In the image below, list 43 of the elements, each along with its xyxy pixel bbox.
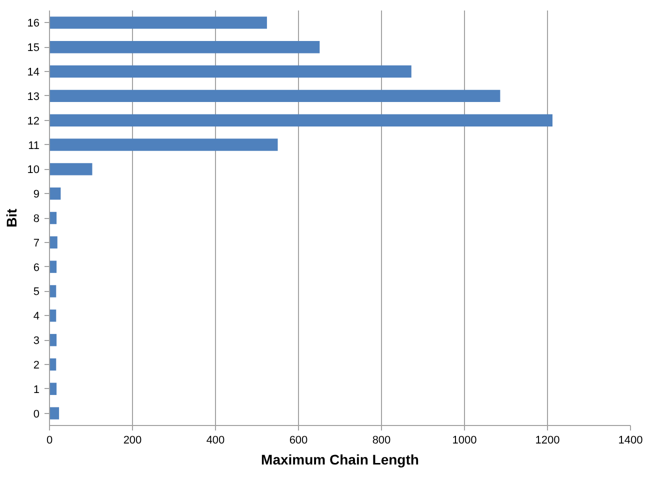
y-axis-title: Bit bbox=[3, 208, 20, 228]
y-tick-label: 13 bbox=[27, 90, 40, 103]
bar bbox=[50, 90, 500, 102]
y-tick-label: 9 bbox=[33, 188, 40, 201]
y-tick-label: 12 bbox=[27, 115, 40, 128]
y-tick-label: 0 bbox=[33, 408, 40, 420]
y-tick-label: 4 bbox=[33, 310, 40, 323]
y-tick-label: 10 bbox=[27, 164, 40, 176]
bar bbox=[50, 114, 552, 126]
y-tick-label: 8 bbox=[33, 213, 40, 225]
bar bbox=[50, 41, 320, 54]
bar bbox=[50, 285, 56, 298]
y-tick-label: 11 bbox=[28, 140, 40, 152]
x-tick-label: 800 bbox=[372, 434, 391, 446]
x-tick-label: 600 bbox=[289, 434, 308, 446]
x-tick-label: 1400 bbox=[618, 434, 643, 446]
y-tick-label: 5 bbox=[33, 286, 40, 298]
bar bbox=[50, 16, 267, 29]
bar bbox=[50, 382, 57, 395]
bar bbox=[50, 260, 57, 273]
x-tick-label: 400 bbox=[206, 434, 225, 446]
y-tick-label: 6 bbox=[33, 262, 40, 274]
bar bbox=[50, 163, 92, 176]
bar bbox=[50, 212, 57, 224]
bar bbox=[50, 334, 57, 346]
bar bbox=[50, 65, 412, 78]
x-tick-label: 200 bbox=[123, 434, 142, 446]
y-tick-label: 16 bbox=[27, 18, 40, 30]
bar bbox=[50, 407, 60, 420]
bar bbox=[50, 310, 56, 322]
x-tick-label: 1000 bbox=[452, 434, 477, 446]
y-tick-label: 14 bbox=[27, 66, 40, 79]
y-tick-label: 15 bbox=[27, 42, 40, 54]
bar bbox=[50, 187, 61, 200]
x-tick-label: 0 bbox=[46, 434, 53, 446]
y-tick-label: 2 bbox=[33, 359, 40, 372]
y-tick-label: 1 bbox=[33, 384, 40, 396]
bar bbox=[50, 236, 58, 249]
y-tick-label: 3 bbox=[33, 335, 40, 348]
bar bbox=[50, 138, 278, 151]
x-axis-title: Maximum Chain Length bbox=[261, 452, 419, 468]
x-tick-label: 1200 bbox=[535, 434, 560, 446]
y-tick-label: 7 bbox=[33, 237, 40, 250]
